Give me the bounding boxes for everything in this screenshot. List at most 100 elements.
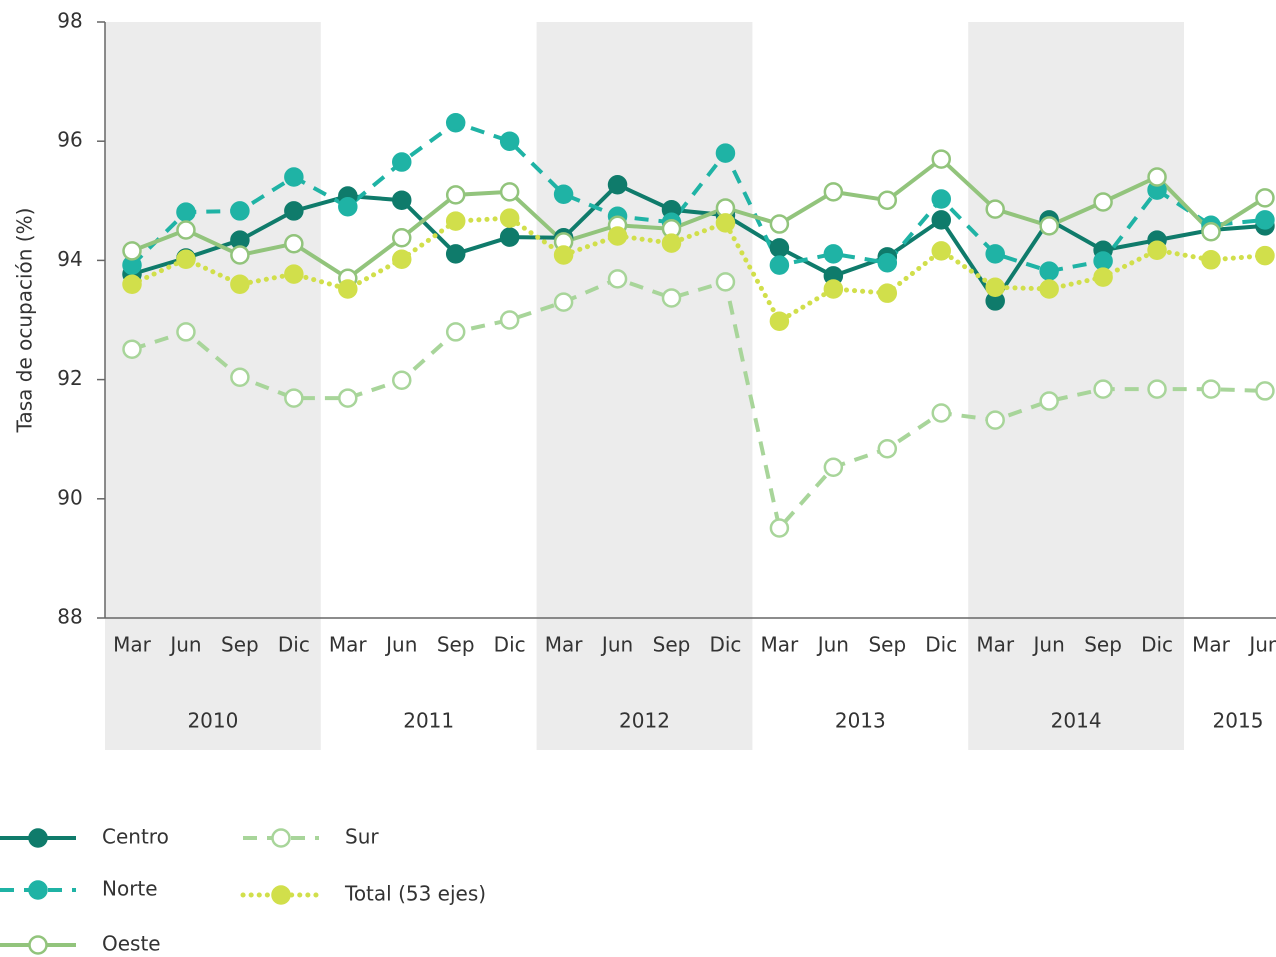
x-tick-label: Sep [653, 633, 691, 657]
data-point [715, 272, 736, 292]
legend-label: Centro [102, 825, 169, 849]
x-tick-label: Jun [600, 633, 633, 657]
series-line [131, 276, 1266, 533]
year-label: 2013 [835, 709, 886, 733]
x-tick-label: Dic [278, 633, 310, 657]
data-point [931, 189, 951, 209]
data-point [553, 184, 574, 204]
data-point [607, 174, 628, 195]
data-point [122, 241, 142, 261]
year-band [536, 22, 753, 750]
data-point [985, 277, 1005, 297]
data-point [499, 182, 520, 202]
data-point [499, 227, 520, 247]
data-point [1039, 391, 1059, 411]
data-point [445, 322, 466, 342]
data-point [176, 202, 196, 222]
data-point [1093, 379, 1113, 399]
series-line [130, 120, 1266, 274]
data-point [769, 238, 790, 258]
data-point [607, 226, 628, 246]
data-point [607, 269, 628, 289]
year-label: 2012 [619, 709, 670, 733]
data-point [769, 518, 790, 538]
x-tick-label: Jun [1247, 633, 1276, 657]
legend-swatch-marker [271, 828, 291, 848]
y-tick-label: 96 [57, 128, 82, 152]
x-tick-label: Dic [1141, 633, 1173, 657]
data-point [1147, 379, 1167, 399]
data-point [553, 292, 574, 312]
y-tick-label: 98 [57, 9, 82, 33]
data-point [338, 197, 358, 217]
x-tick-label: Sep [437, 633, 475, 657]
data-point [499, 310, 520, 330]
series-line [131, 182, 1266, 305]
data-point [1039, 261, 1059, 281]
legend-swatch-marker [271, 885, 291, 905]
data-point [284, 264, 304, 284]
series-line [131, 156, 1267, 281]
data-point [499, 131, 520, 151]
x-tick-label: Mar [329, 633, 368, 657]
data-point [931, 403, 951, 423]
data-point [661, 233, 682, 253]
data-point [122, 274, 142, 294]
data-point [1147, 167, 1167, 187]
data-point [661, 288, 682, 308]
data-point [284, 201, 304, 221]
data-point [823, 457, 844, 477]
data-point [877, 283, 898, 303]
data-point [122, 339, 142, 359]
data-point [499, 208, 520, 228]
x-tick-label: Dic [709, 633, 741, 657]
data-point [392, 152, 412, 172]
data-point [392, 249, 412, 269]
data-point [715, 213, 736, 233]
data-point [392, 370, 412, 390]
data-point [823, 182, 844, 202]
data-point [284, 167, 304, 187]
x-tick-label: Jun [1032, 633, 1065, 657]
data-point [823, 279, 844, 299]
data-point [284, 388, 304, 408]
x-tick-label: Sep [1084, 633, 1122, 657]
x-tick-label: Mar [1192, 633, 1231, 657]
data-point [1201, 379, 1221, 399]
x-tick-label: Sep [868, 633, 906, 657]
data-point [931, 210, 951, 230]
legend-label: Total (53 ejes) [344, 882, 486, 906]
data-point [445, 244, 466, 264]
data-point [1201, 250, 1221, 270]
data-point [769, 255, 790, 275]
data-point [985, 244, 1005, 264]
y-axis-label: Tasa de ocupación (%) [13, 208, 37, 434]
x-tick-label: Mar [976, 633, 1015, 657]
data-point [1255, 245, 1275, 266]
legend-label: Norte [102, 877, 158, 901]
legend-swatch-marker [28, 828, 48, 848]
data-point [176, 322, 196, 342]
x-tick-label: Mar [761, 633, 800, 657]
data-point [823, 244, 844, 264]
data-point [1147, 240, 1167, 261]
data-point [392, 190, 412, 210]
x-tick-label: Jun [816, 633, 849, 657]
x-tick-label: Mar [113, 633, 152, 657]
data-point [445, 112, 466, 133]
data-point [769, 311, 790, 331]
data-point [392, 228, 412, 248]
data-point [1255, 188, 1275, 208]
year-label: 2014 [1051, 709, 1102, 733]
data-point [445, 211, 466, 231]
data-point [931, 241, 951, 261]
data-point [1093, 267, 1113, 287]
data-point [338, 279, 358, 299]
year-band [105, 22, 321, 750]
data-point [715, 143, 736, 163]
data-point [985, 410, 1005, 430]
data-point [176, 220, 196, 240]
data-point [985, 199, 1005, 219]
year-label: 2015 [1213, 709, 1264, 733]
